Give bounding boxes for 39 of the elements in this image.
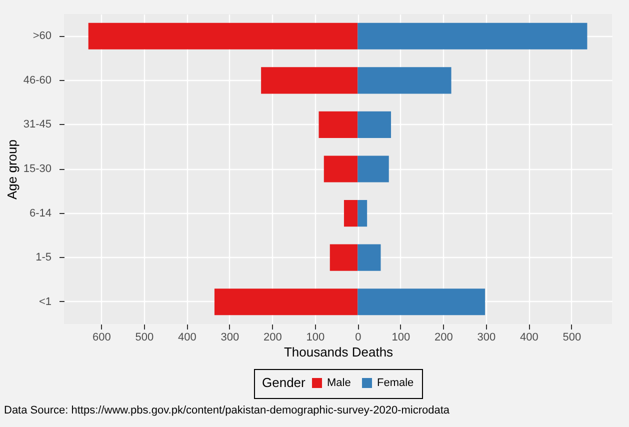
- x-tick-label: 400: [520, 332, 538, 344]
- y-tick-label: 31-45: [23, 118, 52, 131]
- x-tick-label: 600: [92, 332, 111, 344]
- bar: [358, 288, 486, 316]
- x-axis-title: Thousands Deaths: [284, 344, 394, 360]
- x-tick-label: 100: [306, 332, 325, 344]
- x-tick-label: 300: [220, 332, 240, 344]
- y-tick-label: 15-30: [23, 163, 52, 175]
- bar: [358, 200, 368, 227]
- y-axis-title: Age group: [4, 140, 20, 200]
- x-tick-label: 100: [392, 332, 410, 344]
- bar: [330, 244, 358, 271]
- legend-title: Gender: [262, 375, 306, 390]
- bar: [318, 111, 358, 138]
- bar: [358, 244, 381, 271]
- legend-label: Female: [377, 377, 414, 389]
- bar: [358, 111, 392, 138]
- y-tick-label: <1: [38, 296, 52, 308]
- y-tick-label: 6-14: [29, 207, 52, 220]
- x-tick-label: 200: [263, 332, 282, 344]
- x-tick-label: 0: [355, 332, 362, 344]
- bar: [358, 67, 452, 94]
- bar: [214, 288, 358, 316]
- y-tick-label: 1-5: [36, 252, 52, 264]
- y-tick-label: 46-60: [23, 74, 52, 86]
- legend-label: Male: [327, 377, 351, 389]
- bar: [358, 22, 588, 50]
- bar: [358, 156, 389, 182]
- x-tick-label: 500: [562, 332, 582, 344]
- x-tick-label: 500: [135, 332, 154, 344]
- source-note: Data Source: https://www.pbs.gov.pk/content/pakistan-demographic-survey-2020-microdata: [4, 404, 450, 416]
- bar: [88, 22, 358, 50]
- y-tick-label: >60: [32, 30, 52, 42]
- x-tick-label: 300: [477, 332, 496, 344]
- bar: [261, 67, 358, 94]
- x-tick-label: 200: [434, 332, 453, 344]
- bar: [324, 156, 358, 182]
- bar: [344, 200, 358, 227]
- x-tick-label: 400: [178, 332, 196, 344]
